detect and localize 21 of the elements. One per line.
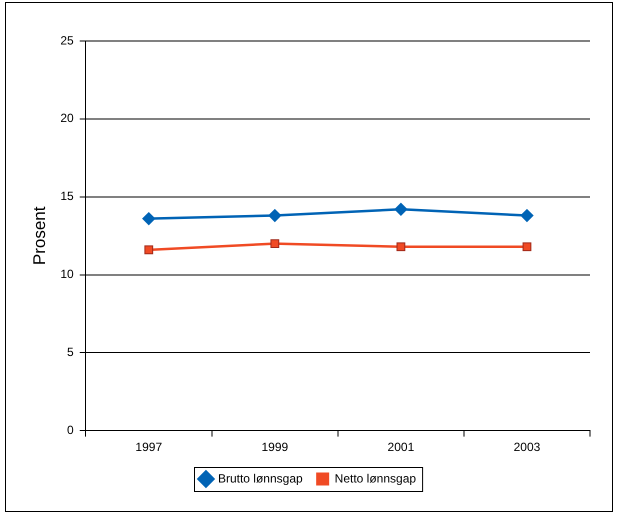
point — [520, 209, 534, 222]
point — [396, 242, 406, 252]
legend-label: Netto lønnsgap — [334, 471, 416, 486]
y-tick-label: 20 — [60, 111, 74, 126]
x-tick-label: 2003 — [514, 440, 541, 454]
legend-label: Brutto lønnsgap — [218, 471, 303, 486]
y-tick-label: 25 — [60, 33, 74, 48]
y-axis-title: Prosent — [30, 206, 49, 266]
y-tick-label: 10 — [60, 267, 74, 282]
y-tick-label: 5 — [67, 344, 74, 359]
y-tick-label: 0 — [67, 422, 74, 437]
x-tick-label: 1999 — [261, 440, 289, 454]
x-tick-label: 2001 — [388, 440, 415, 454]
point — [270, 239, 280, 248]
y-tick-label: 15 — [60, 189, 74, 204]
point — [522, 242, 532, 252]
point — [142, 212, 156, 226]
point — [268, 209, 282, 222]
x-tick-label: 1997 — [135, 440, 162, 454]
point — [394, 202, 408, 216]
point — [144, 245, 154, 254]
